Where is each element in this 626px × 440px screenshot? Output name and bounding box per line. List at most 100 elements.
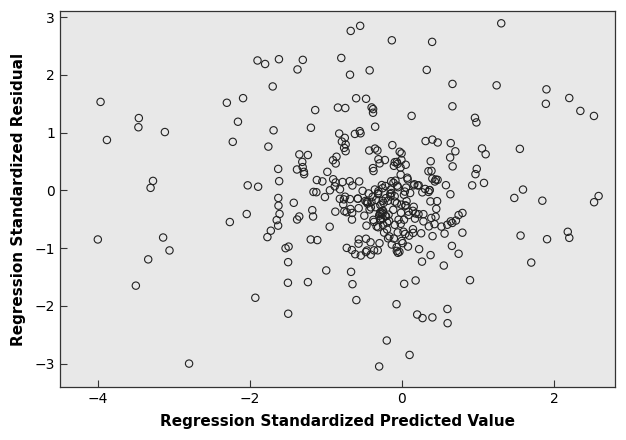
Point <box>541 100 551 107</box>
Point <box>589 113 599 120</box>
Point <box>292 216 302 223</box>
Point <box>414 211 424 218</box>
Point <box>409 181 419 188</box>
Point <box>416 230 426 237</box>
Point <box>336 55 346 62</box>
Point <box>491 82 501 89</box>
Point <box>403 174 413 181</box>
Point <box>354 205 364 212</box>
Point <box>308 213 318 220</box>
Point <box>356 252 366 259</box>
Point <box>233 118 243 125</box>
Point <box>340 134 350 141</box>
Point <box>298 56 308 63</box>
Point <box>283 279 293 286</box>
Point <box>396 164 406 171</box>
Point <box>391 177 401 184</box>
Point <box>367 193 377 200</box>
Point <box>353 195 363 202</box>
Point <box>388 206 398 213</box>
Point <box>364 67 374 74</box>
Point <box>541 86 552 93</box>
Point <box>366 239 376 246</box>
Point <box>362 200 372 207</box>
Point <box>426 214 436 221</box>
Point <box>366 204 376 211</box>
Point <box>262 234 272 241</box>
Point <box>470 114 480 121</box>
Point <box>102 136 112 143</box>
Point <box>253 183 263 190</box>
Point <box>362 198 372 205</box>
Point <box>345 195 355 202</box>
Point <box>441 182 451 189</box>
Point <box>443 305 453 312</box>
Point <box>394 216 404 223</box>
Point <box>417 258 427 265</box>
Point <box>325 223 335 230</box>
Point <box>426 158 436 165</box>
Point <box>299 171 309 178</box>
Point <box>446 139 456 147</box>
Point <box>378 221 388 228</box>
Point <box>346 268 356 275</box>
Point <box>339 208 349 215</box>
Point <box>411 277 421 284</box>
Point <box>413 182 423 189</box>
Point <box>366 251 376 258</box>
Point <box>396 150 406 157</box>
Point <box>339 196 349 203</box>
Point <box>433 176 443 183</box>
Point <box>305 236 316 243</box>
Point <box>373 224 383 231</box>
Point <box>454 250 464 257</box>
Point <box>361 222 371 229</box>
Point <box>377 215 387 222</box>
Point <box>297 158 307 165</box>
Point <box>274 178 284 185</box>
Point <box>431 205 441 213</box>
Point <box>377 182 387 189</box>
Point <box>387 142 398 149</box>
Point <box>418 315 428 322</box>
Point <box>371 204 381 211</box>
Point <box>401 198 411 205</box>
Point <box>284 243 294 250</box>
Point <box>264 143 274 150</box>
Point <box>384 233 394 240</box>
Point <box>280 245 290 252</box>
Point <box>428 233 438 240</box>
Point <box>515 145 525 152</box>
Point <box>396 201 406 208</box>
Point <box>372 147 382 154</box>
Point <box>352 195 362 202</box>
Point <box>306 124 316 131</box>
Point <box>238 95 248 102</box>
Point <box>439 262 449 269</box>
Point <box>421 138 431 145</box>
Point <box>537 197 547 204</box>
Point <box>357 187 367 194</box>
Point <box>317 178 327 185</box>
Point <box>422 66 432 73</box>
Point <box>375 209 385 216</box>
Point <box>370 145 380 152</box>
Point <box>379 229 389 236</box>
Point <box>361 235 371 242</box>
Point <box>134 114 144 121</box>
Point <box>387 37 397 44</box>
Point <box>472 165 482 172</box>
Point <box>347 209 357 216</box>
Point <box>399 228 409 235</box>
Point <box>392 200 402 207</box>
Point <box>309 188 319 195</box>
Point <box>298 164 308 171</box>
Point <box>381 213 391 220</box>
Point <box>331 160 341 167</box>
Point <box>396 171 406 178</box>
Point <box>275 210 285 217</box>
Point <box>542 236 552 243</box>
Point <box>341 105 351 112</box>
Point <box>377 210 387 217</box>
Point <box>424 223 434 230</box>
